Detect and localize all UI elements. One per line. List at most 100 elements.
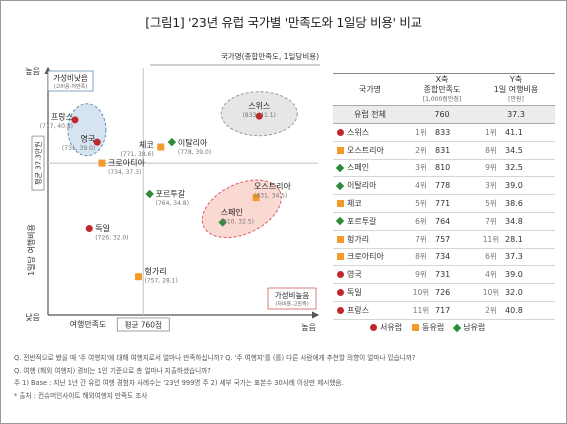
row-country: 오스트리아	[333, 145, 407, 156]
point-coords: (764, 34.8)	[156, 200, 189, 207]
row-x-value: 831	[435, 145, 451, 155]
circle-marker-icon	[336, 306, 344, 314]
x-average-badge: 평균 760점	[116, 317, 170, 332]
row-y-value: 37.3	[505, 252, 523, 262]
point-label: 크로아티아	[108, 158, 145, 168]
table-total-row: 유럽 전체 760 37.3	[333, 106, 555, 124]
point-marker	[145, 189, 154, 199]
table-row: 이탈리아 4위 778 3위 39.0	[333, 177, 555, 196]
point-coords: (810, 32.5)	[221, 218, 254, 225]
header-x: X축 종합만족도 [1,000점만점]	[407, 75, 477, 105]
point-label: 헝가리	[145, 267, 167, 276]
row-x-value: 717	[435, 305, 451, 315]
table-row: 오스트리아 2위 831 8위 34.5	[333, 142, 555, 160]
row-country: 헝가리	[333, 234, 407, 245]
row-x-value: 731	[435, 270, 451, 280]
point-coords: (757, 28.1)	[145, 278, 178, 285]
point-label: 독일	[95, 224, 110, 233]
total-name: 유럽 전체	[354, 110, 386, 119]
row-y-rank: 5위	[485, 199, 497, 209]
y-low-label: 낮음	[25, 312, 40, 322]
point-label: 스위스	[248, 102, 270, 111]
legend-label: 서유럽	[380, 323, 403, 332]
legend-label: 동유럽	[422, 323, 445, 332]
row-y-value: 28.1	[505, 234, 523, 244]
x-average-label: 평균 760점	[125, 320, 162, 330]
square-marker-icon	[336, 146, 344, 154]
row-country: 영국	[333, 269, 407, 280]
row-x-rank: 7위	[415, 234, 427, 244]
row-x-rank: 2위	[415, 145, 427, 155]
diamond-marker-icon	[335, 163, 345, 173]
row-y-value: 38.6	[505, 199, 523, 209]
row-x-value: 764	[435, 216, 451, 226]
point-크로아티아: 크로아티아(734, 37.3)	[98, 158, 145, 176]
row-x-rank: 3위	[415, 163, 427, 173]
legend-label: 남유럽	[463, 323, 486, 332]
table-row: 헝가리 7위 757 11위 28.1	[333, 231, 555, 249]
row-country: 이탈리아	[333, 180, 407, 191]
table-header: 국가명 X축 종합만족도 [1,000점만점] Y축 1일 여행비용 [만원]	[333, 73, 555, 106]
point-스위스: 스위스(833, 41.1)	[243, 102, 276, 120]
point-label: 영국	[81, 134, 96, 144]
point-label: 이탈리아	[178, 138, 208, 148]
row-y-value: 40.8	[505, 305, 523, 315]
row-x-rank: 4위	[415, 181, 427, 191]
legend-item-west: 서유럽	[370, 322, 402, 333]
table-row: 체코 5위 771 5위 38.6	[333, 195, 555, 213]
row-x-rank: 10위	[412, 288, 430, 298]
point-이탈리아: 이탈리아(778, 39.0)	[167, 138, 211, 156]
square-marker-icon	[336, 253, 344, 261]
row-x-rank: 9위	[415, 270, 427, 280]
row-y-value: 32.5	[505, 163, 523, 173]
legend-item-east: 동유럽	[412, 322, 444, 333]
diamond-marker-icon	[452, 323, 462, 332]
row-marker	[333, 235, 347, 243]
row-y-rank: 11위	[482, 234, 500, 244]
row-y-value: 34.8	[505, 216, 523, 226]
row-country: 프랑스	[333, 305, 407, 316]
legend: 서유럽 동유럽 남유럽	[370, 322, 495, 333]
table-row: 독일 10위 726 10위 32.0	[333, 284, 555, 302]
row-marker	[333, 271, 347, 279]
high-value-sub: (저비용-고만족)	[275, 301, 308, 308]
row-country: 포르투갈	[333, 216, 407, 227]
point-프랑스: 프랑스 (717, 40.8)	[40, 111, 79, 130]
row-y-value: 41.1	[505, 127, 523, 137]
square-marker-icon	[412, 324, 420, 331]
square-marker-icon	[336, 235, 344, 243]
row-country: 체코	[333, 198, 407, 209]
diamond-marker-icon	[335, 217, 345, 226]
high-value-title: 가성비높음	[275, 291, 310, 300]
data-table: 국가명 X축 종합만족도 [1,000점만점] Y축 1일 여행비용 [만원] …	[333, 73, 555, 320]
point-coords: (717, 40.8)	[40, 123, 73, 130]
row-y-value: 34.5	[505, 145, 523, 155]
row-marker	[333, 146, 347, 154]
table-row: 스위스 1위 833 1위 41.1	[333, 124, 555, 142]
point-label: 스페인	[221, 207, 243, 217]
header-y-title: 1일 여행비용	[493, 84, 539, 94]
row-country-name: 포르투갈	[347, 216, 377, 226]
row-marker	[333, 289, 347, 297]
total-x: 760	[434, 110, 450, 119]
point-label: 포르투갈	[156, 189, 186, 198]
point-marker	[98, 159, 106, 167]
x-axis-title: 여행만족도	[70, 319, 107, 329]
point-헝가리: 헝가리 (757, 28.1)	[135, 267, 178, 285]
header-country-label: 국가명	[358, 85, 382, 94]
row-x-value: 771	[435, 199, 451, 209]
row-marker	[333, 128, 347, 136]
footnote: 주 1) Base : 지난 1년 간 유럽 여행 경험자 사례수는 '23년 …	[14, 379, 344, 387]
legend-item-south: 남유럽	[452, 322, 486, 333]
header-y-unit: [만원]	[508, 95, 524, 103]
row-y-rank: 10위	[482, 288, 500, 298]
circle-marker-icon	[336, 271, 344, 279]
row-x-rank: 6위	[415, 216, 427, 226]
point-포르투갈: 포르투갈 (764, 34.8)	[145, 189, 189, 207]
row-marker	[333, 306, 347, 314]
header-x-title: 종합만족도	[423, 84, 461, 94]
row-country-name: 체코	[347, 199, 362, 209]
row-x-value: 778	[435, 181, 451, 191]
row-marker	[333, 181, 347, 191]
